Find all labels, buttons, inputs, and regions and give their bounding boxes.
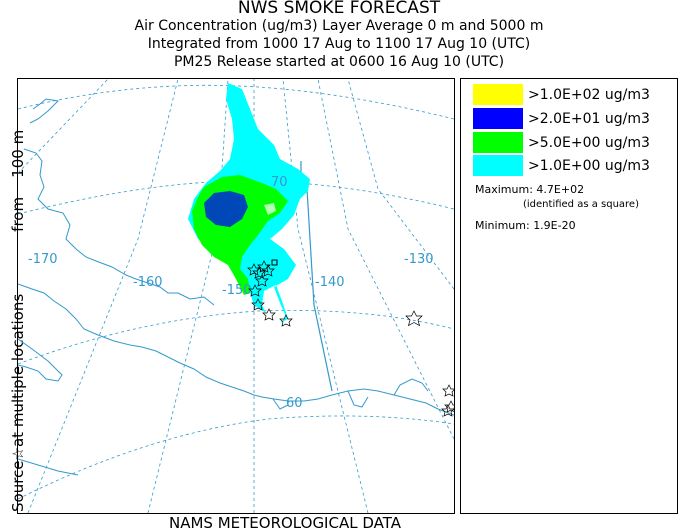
source-markers	[247, 260, 454, 417]
minimum-stat: Minimum: 1.9E-20	[475, 219, 576, 232]
maximum-stat: Maximum: 4.7E+02	[475, 183, 584, 196]
minimum-label: Minimum:	[475, 219, 530, 232]
meteorological-data-footer: NAMS METEOROLOGICAL DATA	[169, 514, 401, 532]
legend-panel: >1.0E+02 ug/m3 >2.0E+01 ug/m3 >5.0E+00 u…	[460, 78, 678, 514]
legend-label-100: >1.0E+02 ug/m3	[528, 87, 650, 103]
legend-swatch-20	[473, 108, 523, 129]
plume-gap	[264, 203, 276, 215]
lat-label-70: 70	[271, 175, 288, 190]
legend-label-1: >1.0E+00 ug/m3	[528, 158, 650, 174]
concentration-subtitle: Air Concentration (ug/m3) Layer Average …	[134, 18, 544, 34]
map-labels: -170 -160 -150 -140 -130 70 60	[28, 175, 434, 411]
source-star-icon	[279, 314, 293, 327]
source-star-icon	[257, 260, 271, 273]
lon-label-140: -140	[315, 275, 345, 290]
legend-label-5: >5.0E+00 ug/m3	[528, 135, 650, 151]
map-panel: -170 -160 -150 -140 -130 70 60	[17, 78, 455, 514]
source-star-icon	[442, 384, 454, 397]
source-star-icon	[441, 404, 454, 417]
lon-label-150: -150	[222, 283, 252, 298]
lon-label-130: -130	[404, 252, 434, 267]
source-star-icon	[251, 298, 265, 311]
integration-period: Integrated from 1000 17 Aug to 1100 17 A…	[147, 36, 531, 52]
source-star-icon	[255, 274, 269, 287]
plume-level-20	[204, 191, 248, 227]
lon-label-160: -160	[133, 275, 163, 290]
minimum-value: 1.9E-20	[533, 219, 576, 232]
maximum-label: Maximum:	[475, 183, 533, 196]
alaska-map: -170 -160 -150 -140 -130 70 60	[18, 79, 454, 513]
maximum-value: 4.7E+02	[536, 183, 585, 196]
source-star-icon	[248, 284, 262, 297]
source-star-icon	[444, 400, 454, 413]
legend-swatch-5	[473, 132, 523, 153]
legend-swatch-1	[473, 155, 523, 176]
graticule	[18, 79, 454, 513]
source-star-icon	[405, 310, 423, 327]
release-info: PM25 Release started at 0600 16 Aug 10 (…	[173, 54, 505, 70]
source-star-icon	[261, 264, 275, 277]
maximum-note: (identified as a square)	[523, 199, 639, 210]
legend-swatch-100	[473, 84, 523, 105]
lon-label-170: -170	[28, 252, 58, 267]
maximum-square-marker	[271, 259, 278, 266]
lat-label-60: 60	[286, 396, 303, 411]
forecast-title: NWS SMOKE FORECAST	[237, 0, 441, 18]
source-star-icon	[262, 308, 276, 321]
legend-label-20: >2.0E+01 ug/m3	[528, 111, 650, 127]
